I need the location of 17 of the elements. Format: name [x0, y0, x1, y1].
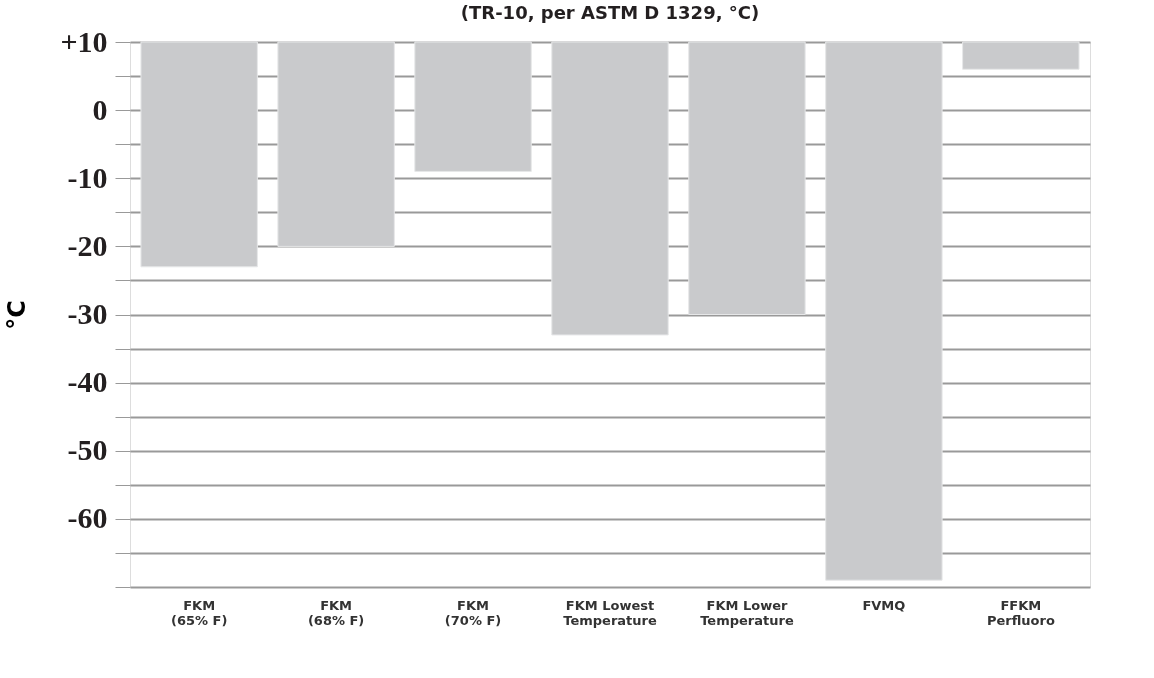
x-tick-label: FKM (70% F): [444, 597, 502, 628]
x-tick-label: FFKM Perfluoro: [986, 597, 1055, 628]
x-tick-label: FKM Lowest Temperature: [563, 597, 657, 628]
y-tick-label: 0: [92, 92, 108, 126]
y-tick-label: -10: [67, 160, 108, 194]
y-tick-label: -30: [67, 297, 108, 330]
x-tick-label: FKM (65% F): [170, 597, 228, 628]
x-tick-label: FKM Lower Temperature: [700, 597, 794, 628]
y-tick-label: -50: [67, 433, 108, 467]
y-axis-title: °C: [3, 300, 32, 330]
y-tick-label: -20: [67, 228, 108, 262]
y-tick-label: +10: [60, 24, 108, 58]
y-tick-label: -60: [67, 501, 108, 535]
x-tick-label: FVMQ: [862, 597, 906, 613]
y-tick-label: -40: [67, 365, 108, 399]
x-tick-label: FKM (68% F): [307, 597, 365, 628]
chart-title: (TR-10, per ASTM D 1329, °C): [460, 2, 760, 23]
